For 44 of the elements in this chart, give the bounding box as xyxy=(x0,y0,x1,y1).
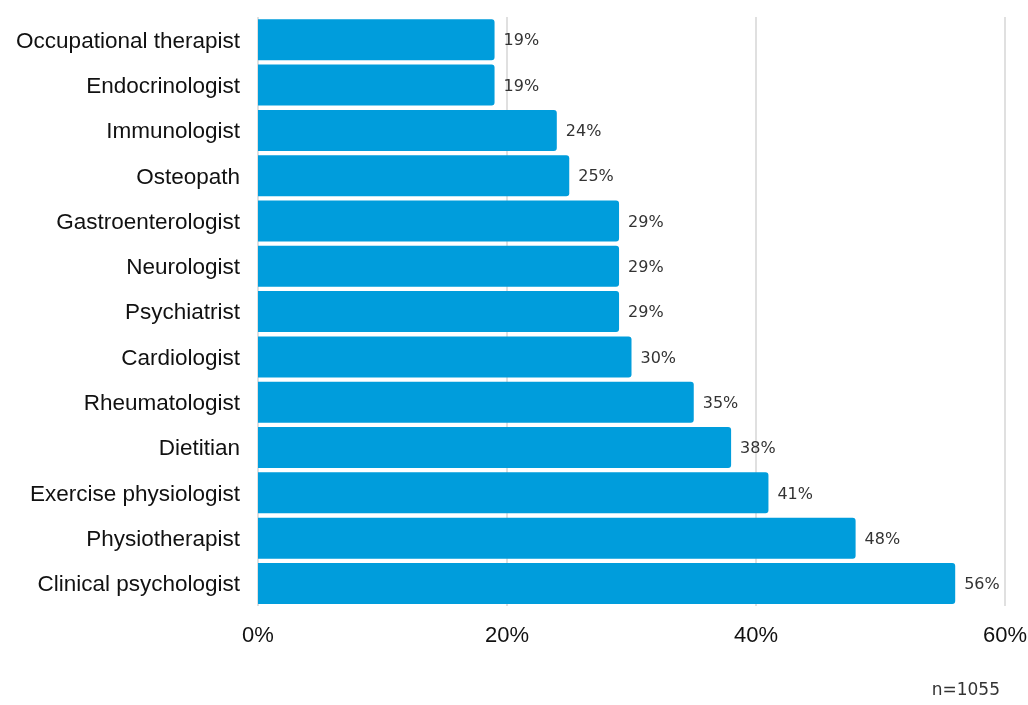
bar xyxy=(258,245,620,287)
data-label: 29% xyxy=(628,302,664,322)
data-label: 29% xyxy=(628,211,664,231)
data-label: 38% xyxy=(740,438,776,458)
bar xyxy=(258,291,620,333)
y-tick-label: Physiotherapist xyxy=(86,526,241,552)
y-tick-label: Endocrinologist xyxy=(86,72,241,98)
data-label: 48% xyxy=(864,528,901,548)
text: n=1055 xyxy=(931,679,1000,699)
y-tick-label: Dietitian xyxy=(158,435,240,461)
y-tick-label: Immunologist xyxy=(106,118,241,144)
bar xyxy=(258,562,956,604)
y-tick-label: Occupational therapist xyxy=(16,27,241,53)
bar xyxy=(258,155,570,197)
y-tick-label: Gastroenterologist xyxy=(56,208,241,234)
x-tick-label: 40% xyxy=(733,621,779,647)
data-label: 19% xyxy=(503,30,540,50)
y-tick-label: Psychiatrist xyxy=(124,299,241,325)
bar xyxy=(258,381,694,423)
data-label: 35% xyxy=(702,392,739,412)
y-tick-label: Clinical psychologist xyxy=(37,571,241,597)
data-label: 19% xyxy=(503,75,540,95)
y-tick-label: Osteopath xyxy=(136,163,240,189)
y-tick-label: Exercise physiologist xyxy=(29,480,241,506)
bar xyxy=(258,336,632,378)
bar xyxy=(258,109,557,151)
y-tick-label: Cardiologist xyxy=(121,344,241,370)
data-label: 56% xyxy=(964,574,1000,594)
data-label: 41% xyxy=(777,483,814,503)
data-label: 25% xyxy=(578,166,614,186)
bar xyxy=(258,200,620,242)
bar xyxy=(258,19,495,61)
bar xyxy=(258,427,732,469)
data-label: 30% xyxy=(640,347,677,367)
data-label: 29% xyxy=(628,256,664,276)
x-tick-label: 0% xyxy=(242,621,274,647)
bar xyxy=(258,472,769,514)
x-tick-label: 20% xyxy=(484,621,530,647)
data-label: 24% xyxy=(565,121,602,141)
bar xyxy=(258,64,495,106)
bar xyxy=(258,517,856,559)
x-tick-label: 60% xyxy=(982,621,1028,647)
y-tick-label: Neurologist xyxy=(126,254,241,280)
y-tick-label: Rheumatologist xyxy=(83,390,241,416)
